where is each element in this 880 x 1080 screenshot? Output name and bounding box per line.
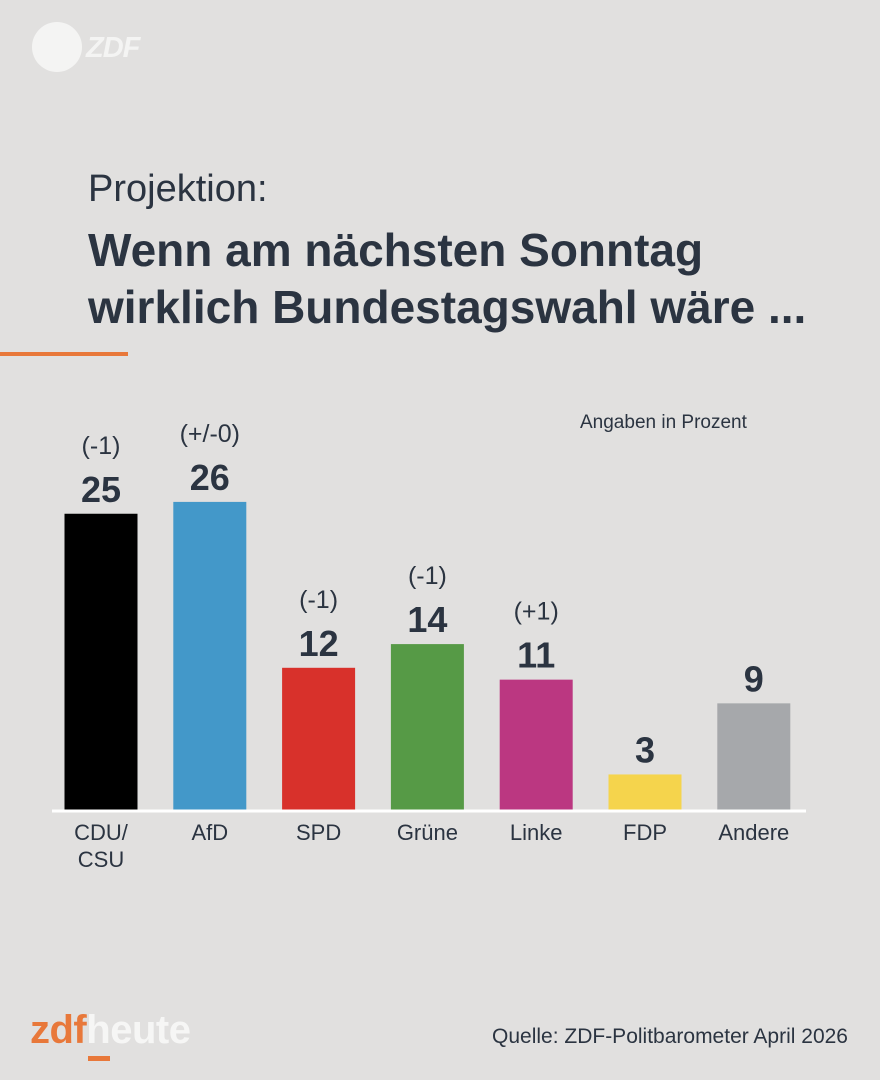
page-title: Wenn am nächsten Sonntag wirklich Bundes… xyxy=(88,224,807,333)
value-label: 9 xyxy=(744,658,764,699)
bar xyxy=(717,703,791,810)
value-label: 25 xyxy=(81,469,121,510)
change-label: (-1) xyxy=(82,432,121,460)
zdf-logo-text: ZDF xyxy=(86,32,140,64)
kicker: Projektion: xyxy=(88,168,268,210)
category-label: SPD xyxy=(296,820,341,845)
value-label: 14 xyxy=(407,599,447,640)
bar-chart: 25 (-1) CDU/CSU 26 (+/-0) AfD 12 (-1) SPD 14 (-1) G… xyxy=(52,420,806,872)
change-label: (-1) xyxy=(299,586,338,614)
accent-divider xyxy=(0,352,128,356)
bar xyxy=(499,679,573,810)
change-label: (+1) xyxy=(514,598,559,626)
category-label: FDP xyxy=(623,820,667,845)
change-label: (+/-0) xyxy=(180,420,240,448)
brand-zdf: zdf xyxy=(30,1008,87,1052)
bar xyxy=(282,667,356,810)
value-label: 26 xyxy=(190,457,230,498)
brand-underline xyxy=(88,1056,111,1061)
zdf-logo-circle xyxy=(32,22,82,72)
value-label: 11 xyxy=(517,635,555,676)
bar xyxy=(173,501,247,810)
source-note: Quelle: ZDF-Politbarometer April 2026 xyxy=(492,1025,848,1048)
bar xyxy=(64,513,138,810)
category-label: AfD xyxy=(191,820,228,845)
category-label: Grüne xyxy=(397,820,458,845)
category-label: Linke xyxy=(510,820,563,845)
bar xyxy=(608,774,682,810)
value-label: 12 xyxy=(299,623,339,664)
brand-heute: heute xyxy=(86,1008,191,1052)
change-label: (-1) xyxy=(408,562,447,590)
zdf-logo: ZDF xyxy=(32,22,140,72)
value-label: 3 xyxy=(635,729,655,770)
bar xyxy=(390,644,464,810)
unit-note: Angaben in Prozent xyxy=(580,412,747,433)
category-label: Andere xyxy=(718,820,789,845)
category-label: CDU/ xyxy=(74,820,129,845)
zdfheute-logo: zdfheute xyxy=(30,1008,191,1061)
category-label: CSU xyxy=(78,847,124,872)
